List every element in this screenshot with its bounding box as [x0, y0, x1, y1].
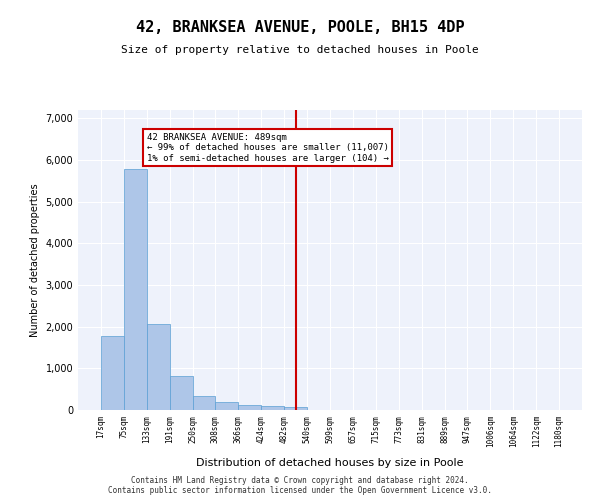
Bar [124, 169, 147, 410]
Bar [193, 396, 215, 410]
Bar [170, 376, 193, 410]
Bar [261, 406, 284, 410]
Bar [284, 406, 307, 410]
Bar [215, 402, 238, 410]
Bar [238, 405, 261, 410]
Text: Contains HM Land Registry data © Crown copyright and database right 2024.
Contai: Contains HM Land Registry data © Crown c… [108, 476, 492, 495]
Y-axis label: Number of detached properties: Number of detached properties [30, 183, 40, 337]
Text: 42 BRANKSEA AVENUE: 489sqm
← 99% of detached houses are smaller (11,007)
1% of s: 42 BRANKSEA AVENUE: 489sqm ← 99% of deta… [147, 133, 389, 162]
Text: 42, BRANKSEA AVENUE, POOLE, BH15 4DP: 42, BRANKSEA AVENUE, POOLE, BH15 4DP [136, 20, 464, 35]
Text: Size of property relative to detached houses in Poole: Size of property relative to detached ho… [121, 45, 479, 55]
X-axis label: Distribution of detached houses by size in Poole: Distribution of detached houses by size … [196, 458, 464, 468]
Bar [101, 336, 124, 410]
Bar [147, 324, 170, 410]
